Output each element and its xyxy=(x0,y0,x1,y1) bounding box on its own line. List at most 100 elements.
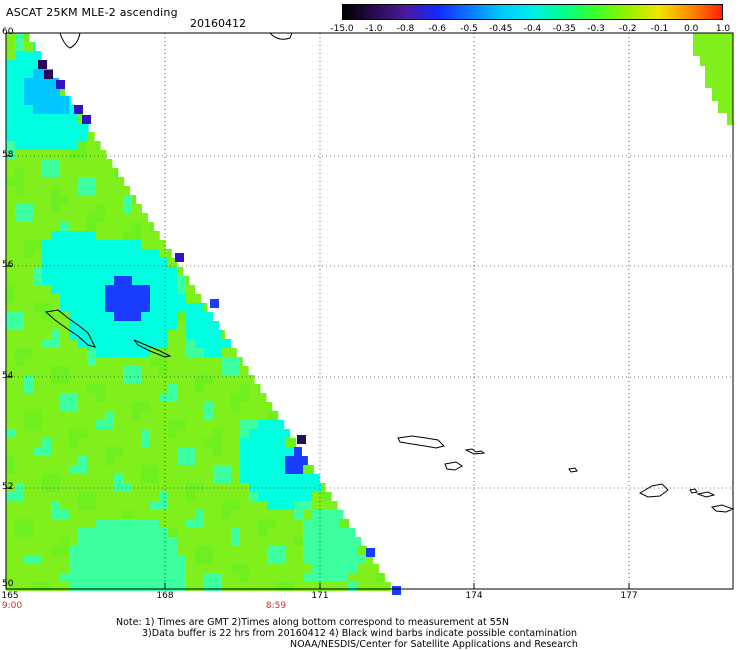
swath-cell xyxy=(303,537,312,546)
colorbar-tick: 0.0 xyxy=(684,24,699,34)
swath-cell xyxy=(195,402,204,411)
swath-cell xyxy=(141,222,150,231)
swath-cell xyxy=(51,393,60,402)
swath-cell xyxy=(123,177,125,186)
swath-cell xyxy=(204,582,213,591)
swath-cell xyxy=(186,294,195,303)
swath-cell xyxy=(204,375,213,384)
swath-cell xyxy=(186,366,195,375)
swath-cell xyxy=(114,384,123,393)
swath-cell xyxy=(705,66,733,88)
swath-cell xyxy=(6,555,15,564)
swath-cell xyxy=(222,339,231,348)
swath-cell xyxy=(123,204,132,213)
swath-cell xyxy=(78,375,87,384)
swath-cell xyxy=(150,249,159,258)
swath-cell xyxy=(6,69,15,78)
swath-cell xyxy=(24,564,33,573)
swath-cell xyxy=(177,357,186,366)
swath-cell xyxy=(33,195,42,204)
swath-cell xyxy=(285,555,294,564)
swath-cell xyxy=(42,429,51,438)
swath-cell xyxy=(231,447,240,456)
swath-cell xyxy=(96,330,105,339)
swath-cell xyxy=(24,321,33,330)
swath-cell xyxy=(267,510,276,519)
swath-cell xyxy=(267,555,276,564)
swath-cell xyxy=(150,492,159,501)
swath-cell xyxy=(114,357,123,366)
swath-edge-cell xyxy=(74,105,83,114)
swath-cell xyxy=(42,420,51,429)
swath-cell xyxy=(294,546,303,555)
swath-cell xyxy=(60,483,69,492)
swath-cell xyxy=(6,330,15,339)
coastline-top-left xyxy=(59,32,81,49)
swath-cell xyxy=(712,88,733,101)
swath-cell xyxy=(105,204,114,213)
swath-cell xyxy=(132,303,141,312)
swath-cell xyxy=(6,168,15,177)
swath-cell xyxy=(24,33,30,42)
swath-cell xyxy=(69,555,78,564)
swath-cell xyxy=(42,537,51,546)
swath-cell xyxy=(168,330,177,339)
swath-cell xyxy=(195,474,204,483)
swath-cell xyxy=(60,159,69,168)
swath-cell xyxy=(42,285,51,294)
swath-cell xyxy=(51,384,60,393)
swath-cell xyxy=(132,465,141,474)
swath-cell xyxy=(42,312,51,321)
swath-edge-cell xyxy=(297,435,306,444)
swath-cell xyxy=(222,366,231,375)
swath-cell xyxy=(159,285,168,294)
swath-cell xyxy=(78,267,87,276)
swath-cell xyxy=(42,402,51,411)
swath-cell xyxy=(96,447,105,456)
swath-cell xyxy=(42,366,51,375)
swath-cell xyxy=(168,528,177,537)
swath-cell xyxy=(123,555,132,564)
swath-cell xyxy=(222,519,231,528)
swath-cell xyxy=(177,510,186,519)
swath-cell xyxy=(60,510,69,519)
swath-cell xyxy=(60,375,69,384)
colorbar-tick: 1.0 xyxy=(715,24,731,34)
swath-cell xyxy=(159,537,168,546)
swath-cell xyxy=(78,114,83,123)
swath-cell xyxy=(276,465,285,474)
swath-cell xyxy=(33,150,42,159)
swath-cell xyxy=(33,384,42,393)
swath-cell xyxy=(6,411,15,420)
swath-cell xyxy=(96,510,105,519)
swath-cell xyxy=(87,285,96,294)
swath-cell xyxy=(186,285,195,294)
swath-cell xyxy=(42,564,51,573)
swath-cell xyxy=(204,411,213,420)
swath-cell xyxy=(330,564,339,573)
colorbar-tick: -0.1 xyxy=(650,24,669,34)
swath-cell xyxy=(60,582,69,591)
swath-cell xyxy=(105,564,114,573)
swath-cell xyxy=(312,546,321,555)
swath-cell xyxy=(330,519,339,528)
swath-cell xyxy=(312,537,321,546)
swath-cell xyxy=(168,276,177,285)
island-kiska xyxy=(638,483,669,498)
swath-cell xyxy=(267,492,276,501)
swath-cell xyxy=(132,411,141,420)
colorbar xyxy=(342,4,723,20)
island-buldir xyxy=(568,467,578,473)
swath-cell xyxy=(51,375,60,384)
swath-cell xyxy=(15,312,24,321)
swath-cell xyxy=(42,501,51,510)
swath-cell xyxy=(303,510,312,519)
swath-cell xyxy=(51,78,60,87)
swath-cell xyxy=(24,537,33,546)
swath-cell xyxy=(249,537,258,546)
swath-cell xyxy=(96,267,105,276)
swath-cell xyxy=(33,168,42,177)
swath-cell xyxy=(132,231,141,240)
swath-cell xyxy=(42,123,51,132)
swath-cell xyxy=(177,348,186,357)
